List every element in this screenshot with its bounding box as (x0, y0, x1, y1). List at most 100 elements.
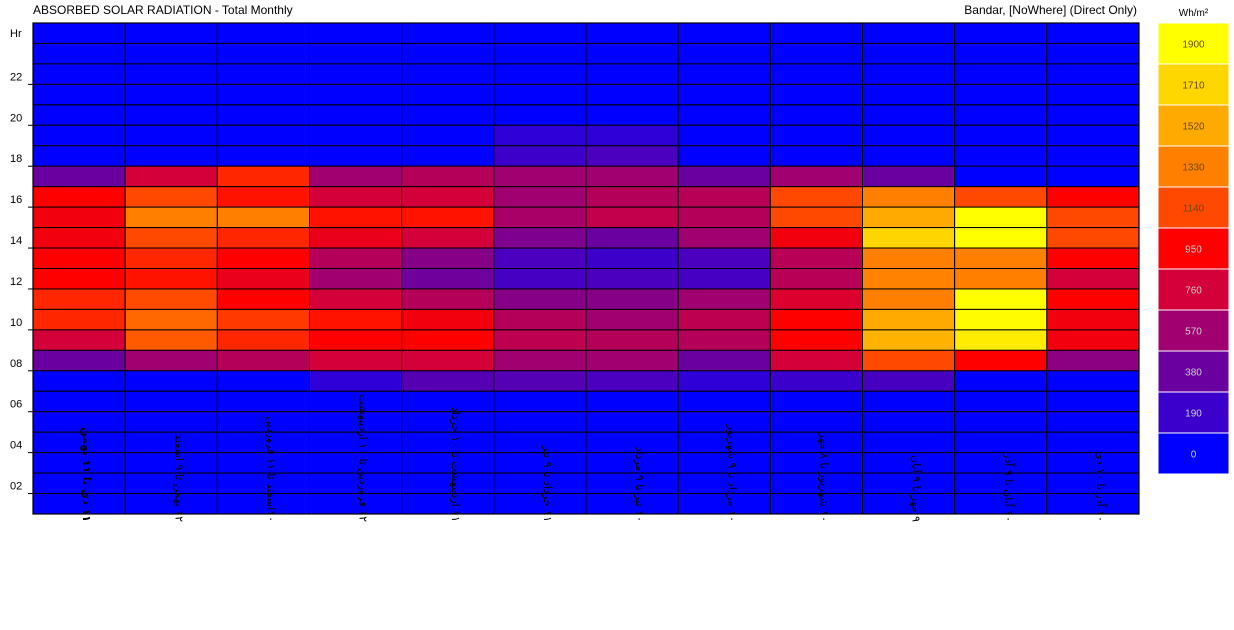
heatmap-cell (862, 308, 956, 331)
heatmap-cell (677, 206, 771, 229)
heatmap-cell (1046, 63, 1140, 85)
heatmap-cell (309, 390, 403, 413)
heatmap-cell (862, 493, 956, 515)
heatmap-cell (493, 227, 587, 249)
heatmap-cell (493, 206, 587, 229)
heatmap-cell (769, 308, 863, 331)
heatmap-cell (862, 431, 956, 454)
heatmap-cell (862, 452, 956, 474)
legend-swatch (1157, 63, 1230, 106)
heatmap-cell (954, 472, 1048, 495)
heatmap-cell (493, 431, 587, 454)
heatmap-cell (493, 22, 587, 44)
heatmap-cell (585, 390, 679, 413)
legend-swatch (1157, 104, 1230, 147)
heatmap-cell (954, 411, 1048, 433)
heatmap-cell (862, 206, 956, 229)
heatmap-cell (124, 493, 218, 515)
heatmap-cell (401, 349, 495, 372)
heatmap-cell (309, 329, 403, 351)
plot-frame (32, 22, 1140, 515)
heatmap-cell (32, 22, 126, 44)
heatmap-cell (1046, 247, 1140, 270)
heatmap-cell (954, 349, 1048, 372)
heatmap-cell (401, 329, 495, 351)
heatmap-cell (954, 452, 1048, 474)
heatmap-cell (585, 22, 679, 44)
y-tick-label: 22 (10, 71, 22, 83)
heatmap-cell (677, 268, 771, 290)
heatmap-cell (677, 390, 771, 413)
heatmap-cell (493, 390, 587, 413)
heatmap-cell (1046, 452, 1140, 474)
y-tick-label: 02 (10, 481, 22, 493)
heatmap-cell (1046, 104, 1140, 126)
heatmap-cell (124, 370, 218, 392)
heatmap-cell (216, 145, 310, 167)
heatmap-cell (216, 186, 310, 208)
heatmap-cell (1046, 349, 1140, 372)
y-tick-label: 12 (10, 276, 22, 288)
heatmap-cell (216, 308, 310, 331)
heatmap-cell (32, 42, 126, 65)
x-tick-label: ۱۲ بهمن تا ۹ اسفند (172, 434, 185, 522)
heatmap-cell (124, 390, 218, 413)
heatmap-cell (769, 206, 863, 229)
heatmap-cell (677, 186, 771, 208)
heatmap-cell (862, 288, 956, 310)
heatmap-cell (493, 308, 587, 331)
heatmap-cell (216, 329, 310, 351)
legend-label: 570 (1185, 327, 1202, 338)
heatmap-cell (493, 104, 587, 126)
heatmap-cell (585, 104, 679, 126)
legend-label: 1520 (1182, 122, 1205, 133)
heatmap-cell (954, 431, 1048, 454)
legend-label: 1330 (1182, 163, 1205, 174)
heatmap-cell (862, 349, 956, 372)
heatmap-cell (769, 493, 863, 515)
heatmap-cell (954, 390, 1048, 413)
x-tick-label: ۱۰اسفند تا ۱۱ فروردین (264, 416, 277, 522)
heatmap-cell (585, 370, 679, 392)
heatmap-cell (309, 22, 403, 44)
heatmap-cell (401, 308, 495, 331)
heatmap-cell (585, 83, 679, 106)
heatmap-cell (309, 431, 403, 454)
heatmap-cell (401, 247, 495, 270)
heatmap-cell (1046, 22, 1140, 44)
heatmap-cell (585, 63, 679, 85)
heatmap-cell (216, 165, 310, 188)
heatmap-cell (124, 247, 218, 270)
y-axis-label: Hr (10, 28, 22, 40)
heatmap-cell (585, 472, 679, 495)
heatmap-cell (1046, 206, 1140, 229)
heatmap-cell (954, 145, 1048, 167)
heatmap-cell (585, 493, 679, 515)
heatmap-cell (1046, 390, 1140, 413)
heatmap-cell (585, 247, 679, 270)
heatmap-cell (401, 472, 495, 495)
heatmap-cell (677, 411, 771, 433)
y-tick-label: 18 (10, 153, 22, 165)
chart-title: ABSORBED SOLAR RADIATION - Total Monthly (33, 3, 293, 17)
heatmap-cell (769, 42, 863, 65)
legend-label: 1140 (1183, 204, 1205, 215)
heatmap-cell (124, 104, 218, 126)
heatmap-cell (493, 493, 587, 515)
x-tick-label: ۱۰ آذر تا ۱۰ دی (1094, 451, 1108, 522)
legend-swatch (1157, 350, 1230, 393)
heatmap-cell (677, 145, 771, 167)
heatmap-cell (585, 431, 679, 454)
heatmap-cell (493, 288, 587, 310)
heatmap-cell (32, 145, 126, 167)
chart-location: Bandar, [NoWhere] (Direct Only) (964, 3, 1137, 17)
heatmap-cell (401, 493, 495, 515)
heatmap-cell (309, 411, 403, 433)
heatmap-cell (954, 329, 1048, 351)
heatmap-cell (309, 42, 403, 65)
heatmap-cell (954, 104, 1048, 126)
heatmap-cell (585, 288, 679, 310)
heatmap-cell (1046, 165, 1140, 188)
heatmap-cell (677, 329, 771, 351)
